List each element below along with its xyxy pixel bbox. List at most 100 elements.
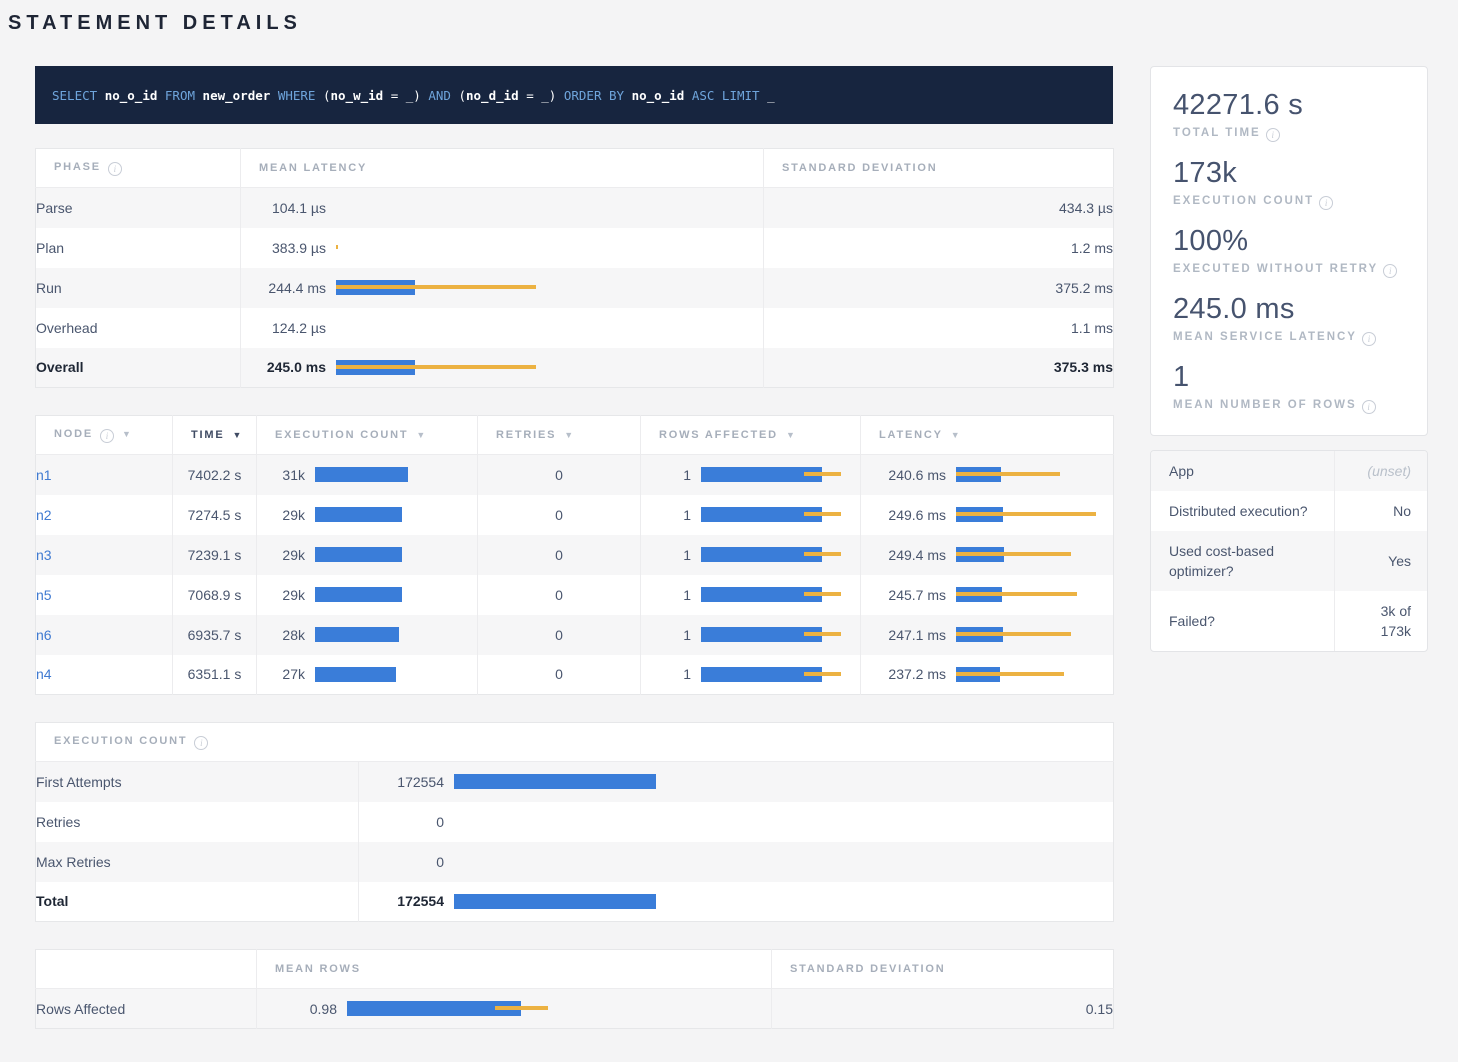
info-icon[interactable]: i xyxy=(108,162,122,176)
info-icon[interactable]: i xyxy=(1383,264,1397,278)
phase-latency-bar-value: 383.9 µs xyxy=(241,240,326,256)
execution-count-bar-value: 29k xyxy=(257,547,305,563)
rows-affected-bar-stddev xyxy=(804,552,841,556)
execution-count-bar-value: 29k xyxy=(257,587,305,603)
sort-arrow-icon[interactable]: ▼ xyxy=(951,430,960,440)
latency-bar-stddev xyxy=(956,592,1077,596)
statement-attributes-card: App(unset)Distributed execution?NoUsed c… xyxy=(1150,450,1428,652)
execution-count-row: Retries0 xyxy=(36,802,1114,842)
latency-bar xyxy=(956,627,1106,642)
node-link[interactable]: n1 xyxy=(36,467,52,483)
column-label: RETRIES xyxy=(496,429,556,441)
execution-count-bar xyxy=(315,587,415,602)
phase-latency-bar-value: 124.2 µs xyxy=(241,320,326,336)
statement-attributes-table: App(unset)Distributed execution?NoUsed c… xyxy=(1151,451,1428,651)
execution-count-bar-mean xyxy=(315,627,399,642)
node-table-header-retries[interactable]: RETRIES ▼ xyxy=(478,416,641,455)
sort-arrow-icon[interactable]: ▼ xyxy=(122,429,131,439)
execution-count-label-cell: Max Retries xyxy=(36,842,359,882)
rows-affected-bar xyxy=(701,667,841,682)
stat-value: 1 xyxy=(1173,360,1405,395)
sort-arrow-icon[interactable]: ▼ xyxy=(564,430,573,440)
node-execution-count-cell: 31k xyxy=(257,455,478,495)
phase-latency-bar xyxy=(336,360,536,375)
info-icon[interactable]: i xyxy=(1319,196,1333,210)
sql-identifier: no_o_id xyxy=(632,88,692,103)
node-execution-count-cell: 27k xyxy=(257,655,478,695)
rows-affected-bar-stddev xyxy=(804,592,841,596)
sql-operator: _ xyxy=(767,88,775,103)
node-time-cell: 7402.2 s xyxy=(173,455,257,495)
execution-count-bar-mean xyxy=(315,667,396,682)
phase-std-dev-cell: 375.3 ms xyxy=(764,348,1114,388)
sql-operator: ( xyxy=(458,88,466,103)
phase-latency-bar-value: 104.1 µs xyxy=(241,200,326,216)
phase-latency-bar xyxy=(336,320,536,335)
sidebar: 42271.6 sTOTAL TIMEi173kEXECUTION COUNTi… xyxy=(1150,66,1428,652)
node-table-header-node[interactable]: NODE i ▼ xyxy=(36,416,173,455)
latency-bar-value: 245.7 ms xyxy=(861,587,946,603)
rows-affected-bar xyxy=(701,507,841,522)
execution-count-row: Total172554 xyxy=(36,882,1114,922)
info-icon[interactable]: i xyxy=(1362,332,1376,346)
attribute-value-cell: Yes xyxy=(1334,531,1428,591)
node-table-header-rows-affected[interactable]: ROWS AFFECTED▼ xyxy=(641,416,861,455)
node-link[interactable]: n4 xyxy=(36,666,52,682)
column-label: NODE xyxy=(54,428,93,440)
sql-keyword: WHERE xyxy=(278,88,323,103)
attribute-label-cell: Distributed execution? xyxy=(1151,491,1334,531)
phase-row: Overhead124.2 µs1.1 ms xyxy=(36,308,1114,348)
stat-label-text: EXECUTION COUNT xyxy=(1173,195,1314,207)
execution-count-bar-value: 31k xyxy=(257,467,305,483)
node-rows-affected-cell: 1 xyxy=(641,615,861,655)
node-table-header-latency[interactable]: LATENCY ▼ xyxy=(861,416,1114,455)
phase-row: Plan383.9 µs 1.2 ms xyxy=(36,228,1114,268)
rows-affected-bar-stddev xyxy=(804,512,841,516)
node-table-header-time[interactable]: TIME▼ xyxy=(173,416,257,455)
execution-count-bar xyxy=(454,854,656,869)
rows-affected-bar xyxy=(701,467,841,482)
sort-arrow-icon[interactable]: ▼ xyxy=(416,430,425,440)
execution-count-bar-value: 29k xyxy=(257,507,305,523)
phase-name-cell: Plan xyxy=(36,228,241,268)
phase-std-dev-cell: 434.3 µs xyxy=(764,188,1114,228)
phase-mean-latency-cell: 124.2 µs xyxy=(241,308,764,348)
sql-operator: = _) xyxy=(391,88,429,103)
phase-latency-bar xyxy=(336,240,536,255)
node-retries-cell: 0 xyxy=(478,455,641,495)
node-link[interactable]: n3 xyxy=(36,547,52,563)
sort-arrow-icon[interactable]: ▼ xyxy=(232,430,241,440)
info-icon[interactable]: i xyxy=(100,429,114,443)
execution-count-table-title: EXECUTION COUNTi xyxy=(36,723,1114,762)
sql-identifier: no_d_id xyxy=(466,88,526,103)
column-label: LATENCY xyxy=(879,429,943,441)
node-link[interactable]: n2 xyxy=(36,507,52,523)
phase-name-cell: Run xyxy=(36,268,241,308)
execution-count-row: First Attempts172554 xyxy=(36,762,1114,802)
sort-arrow-icon[interactable]: ▼ xyxy=(786,430,795,440)
node-row: n17402.2 s31k01240.6 ms xyxy=(36,455,1114,495)
summary-stats-card: 42271.6 sTOTAL TIMEi173kEXECUTION COUNTi… xyxy=(1150,66,1428,436)
execution-count-bar-value: 28k xyxy=(257,627,305,643)
execution-count-bar-mean xyxy=(315,467,408,482)
node-table-header-execution-count[interactable]: EXECUTION COUNT▼ xyxy=(257,416,478,455)
node-time-cell: 7239.1 s xyxy=(173,535,257,575)
execution-count-value-cell: 172554 xyxy=(359,762,1114,802)
latency-bar xyxy=(956,587,1106,602)
node-execution-count-cell: 28k xyxy=(257,615,478,655)
node-latency-cell: 249.6 ms xyxy=(861,495,1114,535)
latency-bar-value: 249.6 ms xyxy=(861,507,946,523)
info-icon[interactable]: i xyxy=(1362,400,1376,414)
node-link[interactable]: n6 xyxy=(36,627,52,643)
rows-affected-bar-stddev xyxy=(804,632,841,636)
info-icon[interactable]: i xyxy=(1266,128,1280,142)
node-link[interactable]: n5 xyxy=(36,587,52,603)
attribute-value-cell: No xyxy=(1334,491,1428,531)
sql-keyword: ASC LIMIT xyxy=(692,88,767,103)
execution-count-bar-mean xyxy=(454,774,656,789)
node-cell: n3 xyxy=(36,535,173,575)
info-icon[interactable]: i xyxy=(194,736,208,750)
phase-std-dev-cell: 1.2 ms xyxy=(764,228,1114,268)
execution-count-label-cell: First Attempts xyxy=(36,762,359,802)
attribute-label-cell: Used cost-based optimizer? xyxy=(1151,531,1334,591)
